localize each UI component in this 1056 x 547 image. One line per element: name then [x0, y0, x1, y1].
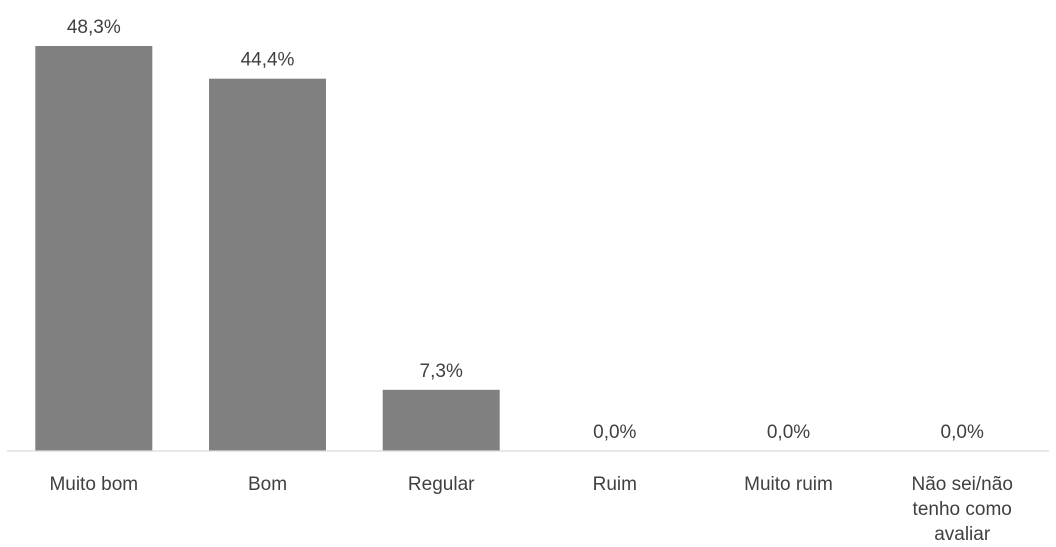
bar-3 [382, 389, 500, 451]
data-label-4: 0,0% [593, 422, 636, 443]
category-label-2: Bom [248, 474, 287, 495]
data-label-5: 0,0% [767, 422, 810, 443]
category-labels-group: Muito bom Bom Regular Ruim Muito ruim Não sei… [49, 474, 1012, 545]
data-labels-group: 48,3% 44,4% 7,3% 0,0% 0,0% 0,0% [67, 17, 984, 443]
data-label-1: 48,3% [67, 17, 121, 38]
bars-group [35, 46, 500, 451]
bar-2 [209, 78, 326, 451]
data-label-3: 7,3% [420, 361, 463, 382]
category-label-5: Muito ruim [744, 474, 833, 495]
category-label-1: Muito bom [49, 474, 138, 495]
category-label-3: Regular [408, 474, 475, 495]
category-label-6: Não sei/não tenho como avaliar [911, 474, 1012, 545]
data-label-2: 44,4% [241, 50, 295, 71]
data-label-6: 0,0% [941, 422, 984, 443]
bar-1 [35, 46, 153, 451]
category-label-4: Ruim [593, 474, 637, 495]
